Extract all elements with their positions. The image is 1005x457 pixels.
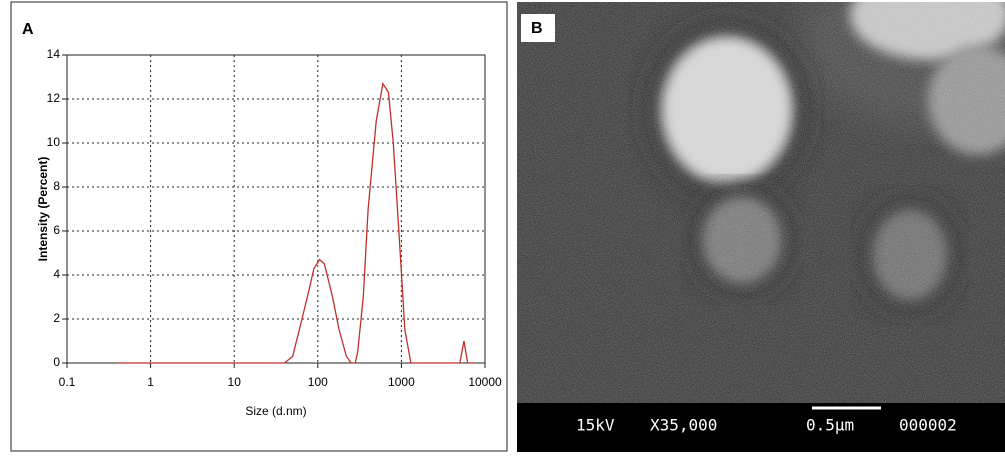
y-tick-label: 8 (53, 179, 60, 193)
x-axis-label: Size (d.nm) (245, 404, 306, 418)
data-line (117, 81, 475, 364)
panel-label: B (531, 20, 543, 37)
y-tick-label: 10 (47, 135, 61, 149)
sem-voltage: 15kV (576, 416, 615, 435)
y-tick-label: 14 (47, 47, 61, 61)
x-tick-label: 1000 (388, 375, 415, 389)
panel-a-frame (10, 1, 508, 452)
x-tick-label: 0.1 (59, 375, 76, 389)
y-tick-label: 0 (53, 355, 60, 369)
x-tick-label: 10 (228, 375, 242, 389)
sem-scale: 0.5μm (806, 416, 854, 435)
x-tick-label: 10000 (468, 375, 502, 389)
panel-label: A (22, 21, 34, 38)
y-tick-label: 6 (53, 223, 60, 237)
y-tick-label: 4 (53, 267, 60, 281)
x-tick-label: 1 (147, 375, 154, 389)
y-axis-label: Intensity (Percent) (36, 157, 50, 262)
y-tick-label: 2 (53, 311, 60, 325)
y-tick-label: 12 (47, 91, 61, 105)
x-tick-label: 100 (308, 375, 328, 389)
sem-id: 000002 (899, 416, 957, 435)
sem-image: 15kV X35,000 0.5μm 000002 B (517, 2, 1005, 452)
sem-magnification: X35,000 (650, 416, 717, 435)
panel-label-box (521, 14, 555, 42)
sem-noise (517, 2, 1005, 452)
plot: 0 2 4 6 8 10 12 14 0.1 1 10 100 1000 10000 Size (d.nm)… (36, 47, 502, 418)
sem-info-bar (517, 403, 1005, 452)
